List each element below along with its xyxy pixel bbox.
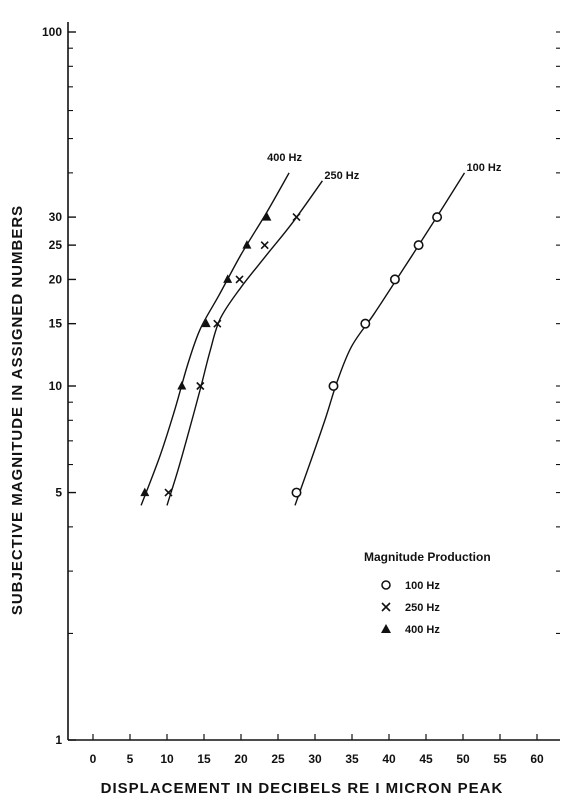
y-tick-label: 10 xyxy=(49,379,63,393)
right-ticks xyxy=(556,31,560,634)
point-250hz xyxy=(292,213,301,222)
x-tick-label: 15 xyxy=(197,752,211,766)
point-250hz xyxy=(260,241,269,250)
y-tick-label: 15 xyxy=(49,317,63,331)
x-tick-label: 45 xyxy=(419,752,433,766)
y-axis-title: SUBJECTIVE MAGNITUDE IN ASSIGNED NUMBERS xyxy=(9,205,26,615)
point-250hz xyxy=(196,381,205,391)
legend-marker-triangle xyxy=(381,624,391,633)
point-400hz xyxy=(177,381,187,390)
point-250hz xyxy=(235,275,244,284)
point-100hz xyxy=(328,380,339,391)
y-tick-label: 1 xyxy=(55,733,62,747)
point-100hz xyxy=(432,212,443,223)
series-curve-1 xyxy=(166,180,323,506)
point-400hz xyxy=(223,274,233,283)
legend-title: Magnitude Production xyxy=(364,550,491,564)
series-curve-2 xyxy=(140,172,290,506)
point-100hz xyxy=(291,487,302,498)
x-tick-label: 35 xyxy=(345,752,359,766)
point-400hz xyxy=(262,212,272,221)
series-curves xyxy=(140,172,466,506)
point-100hz xyxy=(413,240,424,251)
point-100hz xyxy=(360,318,371,329)
x-tick-label: 55 xyxy=(493,752,507,766)
x-axis-title: DISPLACEMENT IN DECIBELS RE I MICRON PEA… xyxy=(101,780,504,797)
x-tick-label: 25 xyxy=(271,752,285,766)
x-tick-label: 50 xyxy=(456,752,470,766)
y-tick-label: 100 xyxy=(42,25,62,39)
point-100hz xyxy=(389,274,400,285)
y-tick-label: 5 xyxy=(55,486,62,500)
legend-label-100hz: 100 Hz xyxy=(405,580,440,592)
x-tick-label: 30 xyxy=(308,752,322,766)
x-tick-label: 10 xyxy=(160,752,174,766)
y-tick-label: 25 xyxy=(49,238,63,252)
legend-label-250hz: 250 Hz xyxy=(405,602,440,614)
legend: Magnitude Production 100 Hz 250 Hz 400 H… xyxy=(364,550,491,636)
legend-marker-circle xyxy=(381,580,391,590)
point-400hz xyxy=(201,318,211,328)
point-250hz xyxy=(164,488,173,497)
point-400hz xyxy=(242,240,252,249)
y-tick-label: 30 xyxy=(49,210,63,224)
series-markers xyxy=(140,212,443,498)
legend-label-400hz: 400 Hz xyxy=(405,624,440,636)
x-tick-label: 20 xyxy=(234,752,248,766)
x-tick-label: 0 xyxy=(90,752,97,766)
legend-marker-x xyxy=(381,602,391,612)
x-ticks: 0 5 10 15 20 25 30 35 40 45 50 55 60 xyxy=(90,734,544,766)
point-400hz xyxy=(140,487,150,497)
y-tick-label: 20 xyxy=(49,272,63,286)
plot-frame xyxy=(67,22,560,741)
x-tick-label: 60 xyxy=(530,752,544,766)
y-minor-ticks xyxy=(68,47,73,634)
curve-label-250hz: 250 Hz xyxy=(324,170,359,182)
x-tick-label: 5 xyxy=(127,752,134,766)
point-250hz xyxy=(213,319,222,328)
curve-label-400hz: 400 Hz xyxy=(267,152,302,164)
curve-labels: 100 Hz 250 Hz 400 Hz xyxy=(267,152,502,182)
series-curve-0 xyxy=(294,172,466,506)
x-tick-label: 40 xyxy=(382,752,396,766)
curve-label-100hz: 100 Hz xyxy=(467,162,502,174)
